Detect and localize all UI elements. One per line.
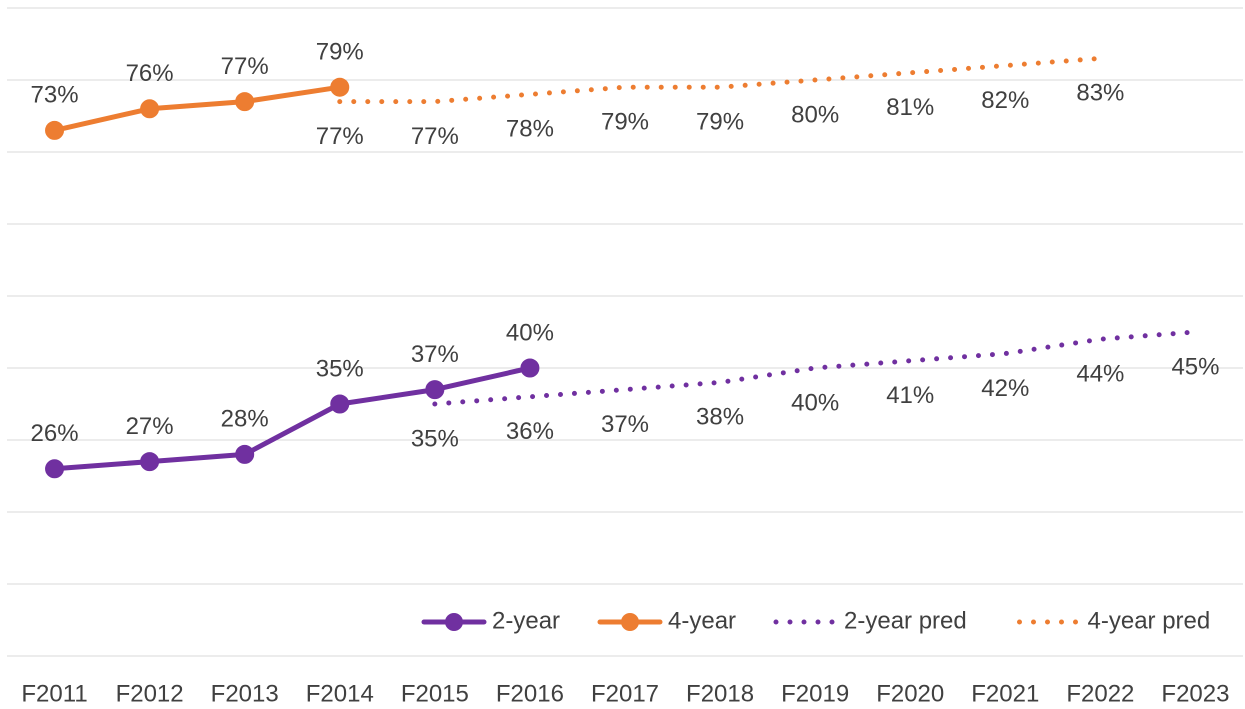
x-tick-label: F2021 [971,680,1039,707]
data-label: 35% [316,355,364,382]
x-tick-label: F2023 [1161,680,1229,707]
data-label: 40% [506,319,554,346]
marker [140,452,160,472]
data-label: 78% [506,116,554,143]
series-line [432,329,1198,407]
data-label: 37% [411,341,459,368]
data-label: 79% [601,109,649,136]
data-label: 27% [126,413,174,440]
data-label: 26% [31,420,79,447]
data-label: 42% [981,375,1029,402]
legend-label: 2-year [492,607,560,634]
x-tick-label: F2011 [21,680,87,707]
marker [520,358,540,378]
x-tick-label: F2022 [1066,680,1134,707]
legend-marker [445,613,463,631]
marker [330,77,350,97]
legend-label: 4-year pred [1088,607,1211,634]
series-line [52,84,343,133]
series-line [337,55,1103,105]
data-label: 38% [696,404,744,431]
data-label: 37% [601,411,649,438]
marker [45,459,65,479]
data-label: 41% [886,382,934,409]
x-tick-label: F2018 [686,680,754,707]
marker [235,92,255,112]
data-label: 44% [1076,361,1124,388]
marker [140,99,160,119]
data-label: 79% [316,39,364,66]
data-label: 28% [221,406,269,433]
x-tick-label: F2014 [306,680,374,707]
data-label: 36% [506,418,554,445]
data-label: 76% [126,60,174,87]
x-tick-label: F2020 [876,680,944,707]
marker [330,394,350,414]
data-label: 82% [981,87,1029,114]
data-label: 83% [1076,80,1124,107]
x-tick-label: F2012 [116,680,184,707]
marker [425,380,445,400]
data-label: 80% [791,101,839,128]
data-label: 45% [1171,353,1219,380]
legend-label: 2-year pred [844,607,967,634]
data-label: 77% [316,123,364,150]
marker [45,120,65,140]
marker [235,444,255,464]
legend-label: 4-year [668,607,736,634]
x-tick-label: F2019 [781,680,849,707]
data-label: 77% [411,123,459,150]
x-tick-label: F2015 [401,680,469,707]
data-label: 77% [221,53,269,80]
data-label: 73% [31,82,79,109]
data-label: 40% [791,389,839,416]
x-tick-label: F2016 [496,680,564,707]
series-line [52,365,533,472]
data-label: 35% [411,425,459,452]
legend-marker [621,613,639,631]
data-label: 79% [696,109,744,136]
x-tick-label: F2013 [211,680,279,707]
x-tick-label: F2017 [591,680,659,707]
data-label: 81% [886,94,934,121]
